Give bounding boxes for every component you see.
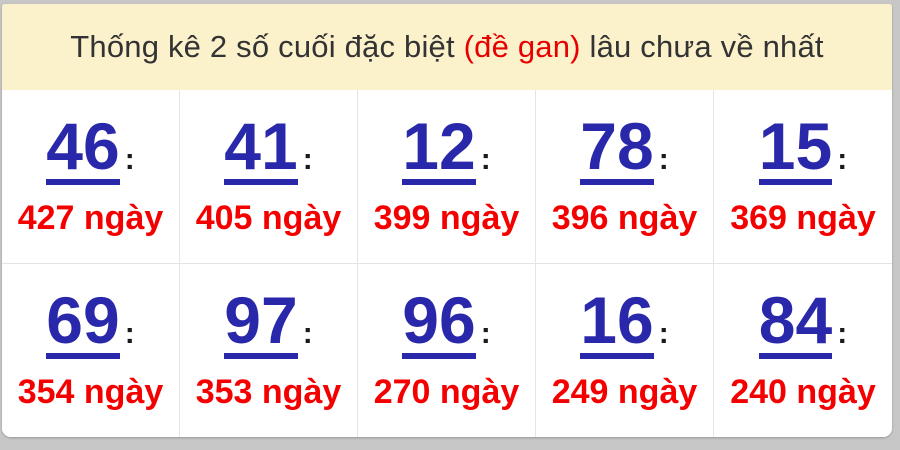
colon-separator: : — [480, 317, 491, 350]
title-highlight-de-gan: (đề gan) — [463, 29, 581, 64]
number-line: 97: — [224, 287, 313, 359]
gan-statistics-panel: Thống kê 2 số cuối đặc biệt (đề gan) lâu… — [2, 4, 892, 437]
colon-separator: : — [302, 317, 313, 350]
gan-cell: 69: 354 ngày — [2, 263, 180, 437]
number-line: 84: — [758, 287, 848, 359]
colon-separator: : — [837, 317, 848, 350]
gan-cell: 97: 353 ngày — [180, 263, 358, 437]
gan-cell: 16: 249 ngày — [536, 263, 714, 437]
number-link[interactable]: 78 — [580, 113, 654, 185]
panel-title: Thống kê 2 số cuối đặc biệt (đề gan) lâu… — [2, 4, 892, 90]
days-count: 240 ngày — [730, 373, 876, 411]
number-link[interactable]: 12 — [402, 113, 476, 185]
number-line: 46: — [46, 113, 135, 185]
colon-separator: : — [124, 143, 135, 176]
title-prefix: Thống kê 2 số cuối đặc biệt — [70, 29, 464, 64]
number-link[interactable]: 69 — [46, 287, 120, 359]
number-line: 15: — [758, 113, 848, 185]
number-link[interactable]: 46 — [46, 113, 120, 185]
colon-separator: : — [837, 143, 848, 176]
number-line: 41: — [224, 113, 313, 185]
gan-cell: 78: 396 ngày — [536, 90, 714, 264]
days-count: 399 ngày — [373, 199, 520, 237]
number-link[interactable]: 84 — [758, 287, 833, 359]
gan-cell: 84: 240 ngày — [714, 263, 892, 437]
days-count: 405 ngày — [195, 199, 342, 237]
number-link[interactable]: 41 — [224, 113, 298, 185]
days-count: 353 ngày — [195, 373, 342, 411]
number-link[interactable]: 15 — [758, 113, 833, 185]
gan-cell: 12: 399 ngày — [358, 90, 536, 264]
gan-cell: 46: 427 ngày — [2, 90, 180, 264]
colon-separator: : — [658, 143, 669, 176]
number-link[interactable]: 16 — [580, 287, 654, 359]
colon-separator: : — [658, 317, 669, 350]
days-count: 270 ngày — [373, 373, 520, 411]
number-line: 16: — [580, 287, 669, 359]
number-line: 12: — [402, 113, 491, 185]
number-line: 69: — [46, 287, 135, 359]
gan-grid: 46: 427 ngày 41: 405 ngày 12: 399 ngày 7… — [2, 90, 892, 437]
gan-cell: 15: 369 ngày — [714, 90, 892, 264]
number-line: 78: — [580, 113, 669, 185]
days-count: 427 ngày — [17, 199, 164, 237]
gan-cell: 96: 270 ngày — [358, 263, 536, 437]
days-count: 249 ngày — [551, 373, 698, 411]
number-link[interactable]: 97 — [224, 287, 298, 359]
days-count: 369 ngày — [730, 199, 876, 237]
days-count: 396 ngày — [551, 199, 698, 237]
colon-separator: : — [480, 143, 491, 176]
colon-separator: : — [124, 317, 135, 350]
colon-separator: : — [302, 143, 313, 176]
number-line: 96: — [402, 287, 491, 359]
days-count: 354 ngày — [17, 373, 164, 411]
number-link[interactable]: 96 — [402, 287, 476, 359]
gan-cell: 41: 405 ngày — [180, 90, 358, 264]
title-suffix: lâu chưa về nhất — [580, 29, 824, 64]
